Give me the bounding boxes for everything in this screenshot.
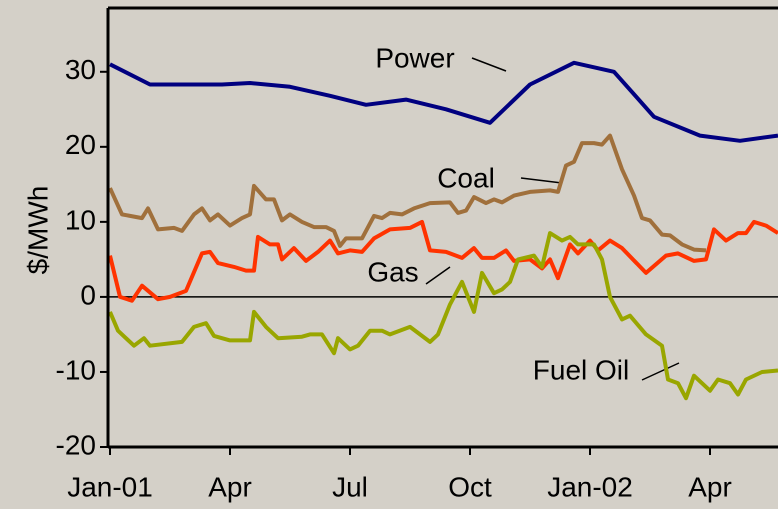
x-tick-label: Apr <box>688 471 732 502</box>
x-tick-label: Jan-02 <box>547 471 633 502</box>
y-tick-label: 20 <box>65 129 96 160</box>
annotation: Gas <box>367 256 418 287</box>
x-tick-label: Apr <box>208 471 252 502</box>
annotation: Power <box>375 42 454 73</box>
leader-line <box>471 57 507 72</box>
series-line <box>108 219 778 303</box>
x-tick-label: Oct <box>448 471 492 502</box>
series-line <box>109 60 778 143</box>
y-tick-label: 30 <box>65 54 96 85</box>
leader-line <box>520 177 563 184</box>
y-tick-label: 0 <box>80 279 96 310</box>
annotation: Fuel Oil <box>533 354 629 385</box>
series-line <box>108 133 707 253</box>
series-line <box>108 231 778 401</box>
y-tick-label: -10 <box>56 354 96 385</box>
annotation: Coal <box>437 162 495 193</box>
leader-line <box>425 266 451 285</box>
x-tick-label: Jan-01 <box>67 471 153 502</box>
y-axis-label: $/MWh <box>22 186 53 275</box>
leader-line <box>641 362 680 381</box>
x-tick-label: Jul <box>332 471 368 502</box>
y-tick-label: -20 <box>56 429 96 460</box>
y-tick-label: 10 <box>65 204 96 235</box>
